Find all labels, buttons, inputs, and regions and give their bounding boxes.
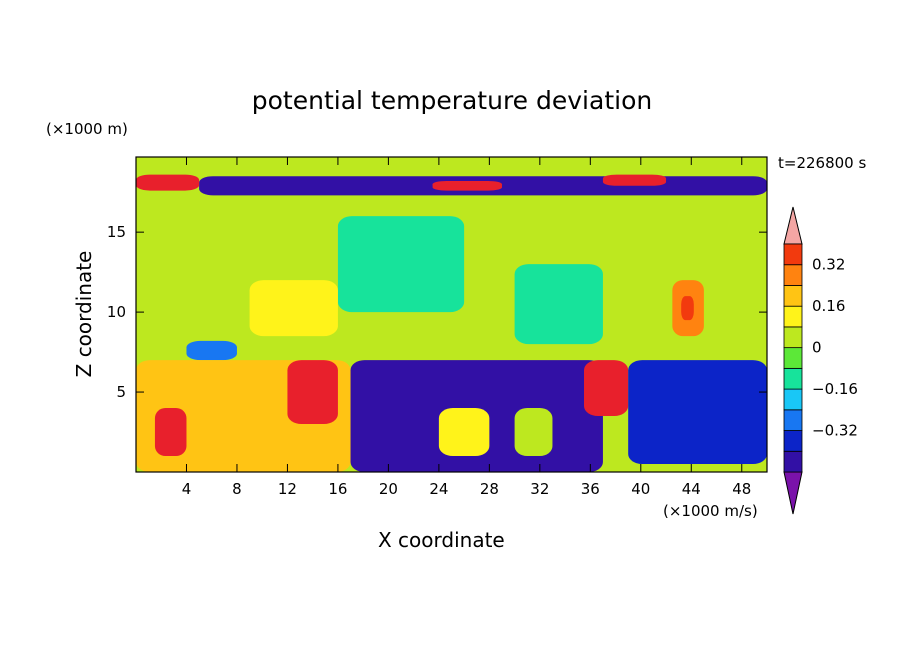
- colorbar-label: 0.32: [812, 256, 845, 274]
- colorbar-top-arrow: [783, 206, 803, 245]
- contour-region: [337, 216, 465, 313]
- contour-region: [432, 180, 502, 191]
- y-axis-ticks: 5 10 15: [107, 223, 767, 401]
- colorbar-label: 0.16: [812, 297, 845, 315]
- x-tick-label: 28: [480, 480, 499, 498]
- y-tick-label: 15: [107, 223, 126, 241]
- colorbar-segment: [783, 409, 803, 431]
- contour-region: [681, 296, 694, 321]
- contour-region: [287, 360, 338, 425]
- colorbar-label: −0.32: [812, 422, 858, 440]
- contour-region: [438, 408, 490, 457]
- contour-region: [514, 408, 553, 457]
- x-tick-label: 24: [429, 480, 448, 498]
- colorbar-segment: [783, 367, 803, 390]
- x-tick-label: 8: [232, 480, 242, 498]
- x-axis-units: (×1000 m/s): [663, 502, 758, 520]
- x-axis-ticks: 4 8 12 16 20 24 28 32 36 40 44 48: [182, 157, 751, 498]
- y-tick-label: 10: [107, 303, 126, 321]
- chart-title: potential temperature deviation: [251, 86, 653, 115]
- colorbar-segment: [783, 430, 803, 452]
- plot-frame: [135, 156, 768, 473]
- contour-region: [514, 264, 603, 345]
- contour-region: [136, 157, 767, 173]
- colorbar-segment: [783, 450, 803, 473]
- colorbar-segment: [783, 305, 803, 328]
- colorbar-segment: [783, 243, 803, 266]
- contour-region: [628, 360, 767, 465]
- contour-region: [249, 280, 338, 337]
- x-tick-label: 44: [682, 480, 701, 498]
- colorbar-segment: [783, 285, 803, 307]
- colorbar-label: 0: [812, 339, 822, 357]
- colorbar-segment: [783, 326, 803, 349]
- x-tick-label: 16: [328, 480, 347, 498]
- x-tick-label: 48: [732, 480, 751, 498]
- colorbar-segment: [783, 347, 803, 369]
- contour-region: [186, 340, 237, 361]
- contour-region: [154, 408, 187, 457]
- contour-field: [136, 157, 767, 472]
- x-tick-label: 32: [530, 480, 549, 498]
- x-axis-label: X coordinate: [378, 528, 505, 552]
- contour-region: [584, 360, 629, 417]
- colorbar-label: −0.16: [812, 380, 858, 398]
- x-tick-label: 20: [379, 480, 398, 498]
- time-label: t=226800 s: [778, 154, 867, 172]
- contour-region: [602, 174, 667, 186]
- contour-region: [136, 174, 200, 191]
- x-tick-label: 36: [581, 480, 600, 498]
- x-tick-label: 4: [182, 480, 192, 498]
- x-tick-label: 40: [631, 480, 650, 498]
- colorbar: 0.32 0.16 0 −0.16 −0.32: [783, 206, 858, 515]
- y-tick-label: 5: [116, 383, 126, 401]
- y-axis-units: (×1000 m): [46, 120, 128, 138]
- colorbar-segment: [783, 264, 803, 286]
- colorbar-bottom-arrow: [783, 471, 803, 515]
- colorbar-segment: [783, 388, 803, 411]
- x-tick-label: 12: [278, 480, 297, 498]
